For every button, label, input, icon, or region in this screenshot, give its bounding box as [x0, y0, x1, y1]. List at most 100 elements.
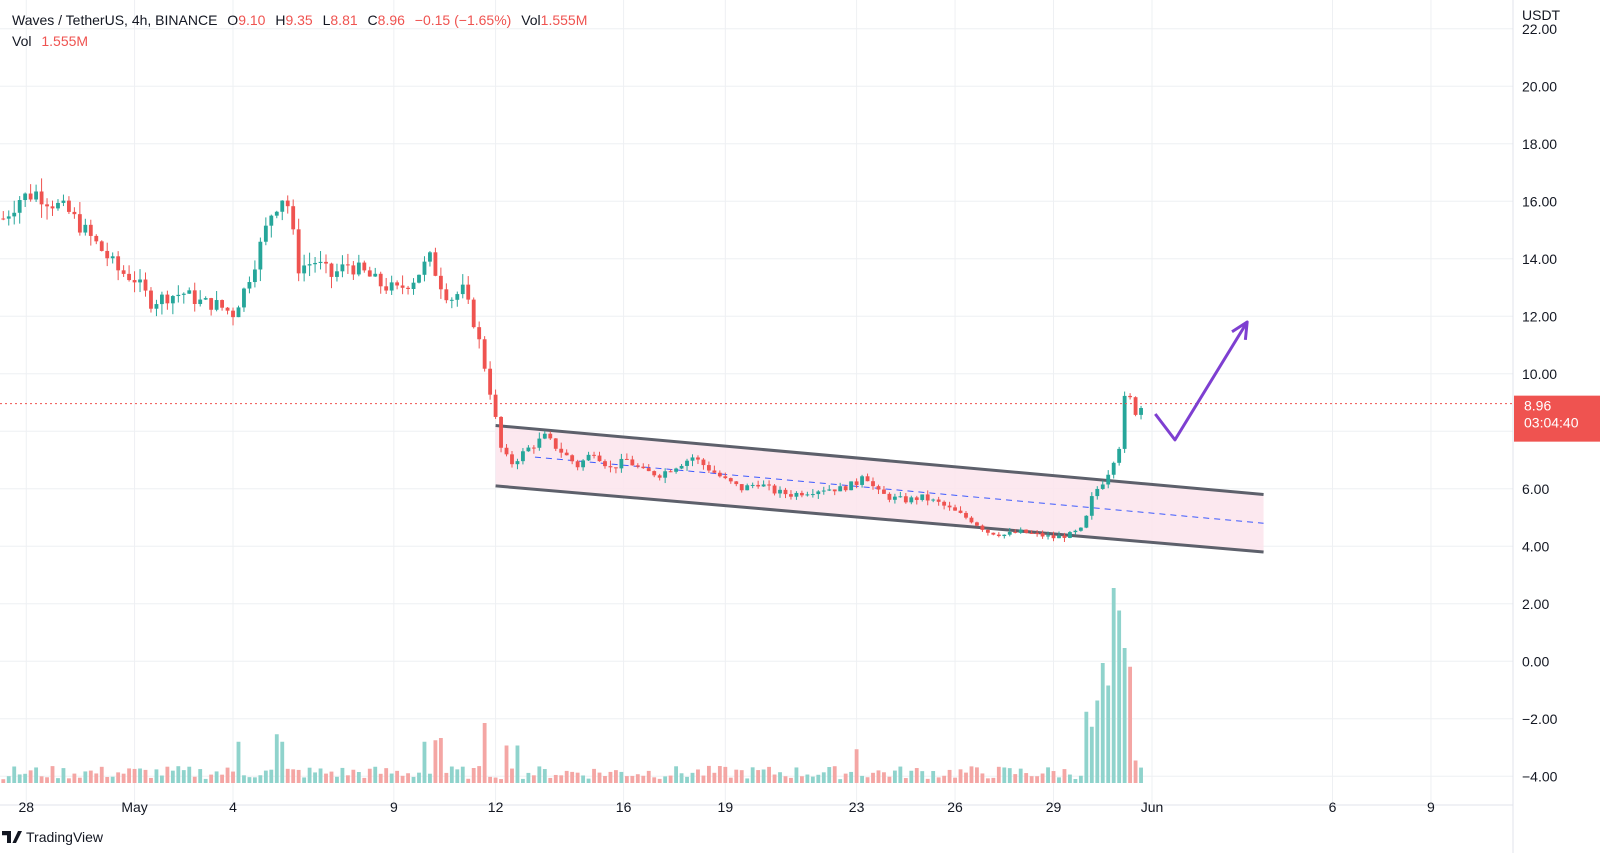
- volume-bar: [734, 769, 739, 783]
- volume-bar: [83, 771, 88, 783]
- symbol-title[interactable]: Waves / TetherUS, 4h, BINANCE: [12, 12, 218, 28]
- candle-body: [685, 460, 689, 466]
- tradingview-logo[interactable]: TradingView: [2, 829, 103, 845]
- volume-bar: [674, 766, 679, 783]
- candle-body: [291, 206, 296, 230]
- candle-body: [422, 261, 427, 275]
- volume-bar: [220, 774, 224, 783]
- candle-body: [969, 517, 974, 523]
- price-tick-label: 10.00: [1522, 366, 1557, 382]
- volume-bar: [263, 770, 268, 783]
- volume-bar: [1062, 769, 1067, 783]
- volume-bar: [252, 777, 257, 783]
- volume-bar: [318, 768, 323, 783]
- candle-body: [701, 459, 706, 466]
- arrow-path: [1154, 321, 1249, 442]
- volume-bar: [717, 766, 722, 783]
- volume-bar: [1133, 760, 1138, 783]
- volume-bar: [575, 772, 580, 783]
- candle-body: [72, 211, 77, 215]
- low-label: L: [322, 12, 331, 28]
- volume-bar: [827, 767, 832, 783]
- volume-bar: [652, 777, 657, 783]
- volume-bar: [143, 769, 148, 783]
- candle-body: [690, 457, 695, 461]
- candle-body: [663, 471, 668, 478]
- volume-bar: [646, 770, 651, 783]
- volume-bar: [1040, 773, 1045, 783]
- candle-body: [958, 510, 963, 513]
- arrow-head: [1231, 320, 1249, 341]
- candle-body: [438, 275, 443, 290]
- volume-bar: [882, 772, 886, 783]
- candle-body: [706, 465, 711, 471]
- price-tick-label: 4.00: [1522, 538, 1549, 554]
- volume-bars: [1, 588, 1143, 783]
- candle-body: [696, 457, 700, 460]
- volume-bar: [116, 772, 121, 783]
- candle-body: [980, 525, 985, 530]
- time-scale[interactable]: 28 May 4 9 12 16 19 23 26 29 Jun 6 9: [18, 799, 1435, 815]
- candle-body: [1111, 462, 1116, 475]
- volume-bar: [1013, 774, 1018, 783]
- volume-bar: [531, 775, 536, 783]
- candle-body: [99, 241, 104, 251]
- volume-bar: [860, 775, 864, 783]
- candle-body: [1100, 484, 1105, 489]
- candle-body: [903, 496, 908, 503]
- candle-body: [1095, 488, 1100, 497]
- candle-body: [313, 262, 317, 265]
- volume-bar: [619, 771, 624, 783]
- candle-body: [581, 460, 586, 468]
- volume-bar: [28, 770, 33, 783]
- volume-bar: [996, 766, 1001, 783]
- volume-bar: [1, 779, 6, 783]
- open-label: O: [227, 12, 239, 28]
- grid-lines: [0, 0, 1513, 805]
- candle-body: [324, 261, 328, 264]
- volume-bar: [690, 772, 695, 783]
- volume-row-value: 1.555M: [41, 33, 89, 49]
- volume-bar: [400, 775, 405, 783]
- volume-bar: [608, 771, 613, 783]
- volume-bar: [624, 776, 629, 783]
- volume-bar: [838, 779, 843, 783]
- candle-body: [985, 529, 990, 533]
- change-value: −0.15 (−1.65%): [414, 12, 512, 28]
- candle-body: [285, 200, 290, 207]
- volume-bar: [258, 775, 263, 783]
- candle-body: [794, 492, 799, 497]
- candle-body: [810, 494, 815, 496]
- close-value: 8.96: [377, 12, 405, 28]
- time-tick-label: 26: [947, 799, 963, 815]
- candle-body: [1013, 531, 1018, 533]
- volume-bar: [340, 767, 345, 783]
- volume-bar: [1002, 767, 1007, 783]
- volume-bar: [614, 770, 618, 783]
- volume-bar: [903, 778, 908, 783]
- logo-text: TradingView: [26, 829, 104, 845]
- volume-bar: [559, 775, 564, 783]
- projection-arrow[interactable]: [1154, 320, 1249, 442]
- candle-body: [909, 497, 914, 503]
- volume-bar: [1018, 768, 1023, 783]
- volume-bar: [1078, 775, 1083, 783]
- candle-body: [717, 472, 722, 477]
- volume-bar: [466, 778, 471, 783]
- candle-body: [34, 191, 39, 200]
- price-tick-label: 2.00: [1522, 596, 1549, 612]
- volume-bar: [526, 772, 531, 783]
- price-tick-label: 20.00: [1522, 78, 1557, 94]
- price-tick-label: 0.00: [1522, 653, 1549, 669]
- volume-bar: [499, 779, 503, 783]
- price-scale[interactable]: 22.0020.0018.0016.0014.0012.0010.008.006…: [1522, 21, 1558, 785]
- candle-body: [345, 264, 350, 266]
- candle-body: [335, 271, 339, 277]
- volume-bar: [1084, 711, 1089, 783]
- candlestick-series: [1, 178, 1143, 542]
- candle-body: [411, 282, 416, 289]
- volume-bar: [176, 766, 181, 783]
- candle-body: [947, 505, 952, 508]
- volume-bar: [663, 776, 668, 783]
